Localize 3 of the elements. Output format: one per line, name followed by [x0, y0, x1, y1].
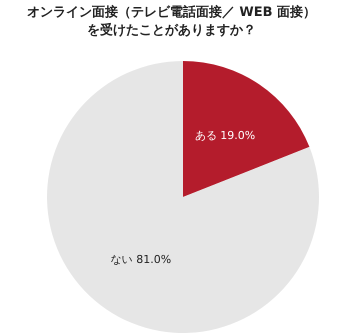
slice-label: ある 19.0% [194, 129, 256, 142]
slice-label: ない 81.0% [110, 252, 172, 266]
chart-title: オンライン面接（テレビ電話面接／ WEB 面接）を受けたことがありますか？ [26, 4, 318, 40]
